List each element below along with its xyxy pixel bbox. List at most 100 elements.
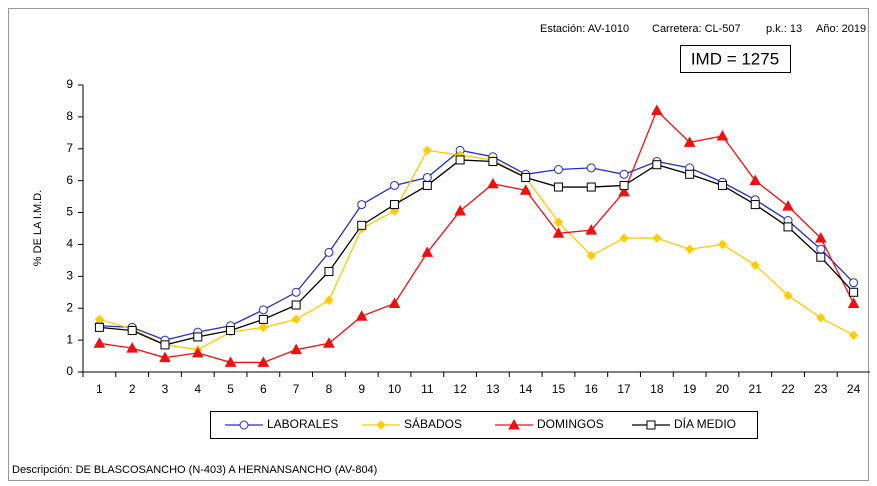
data-point xyxy=(224,356,237,367)
y-tick-label: 2 xyxy=(66,300,73,314)
data-point xyxy=(357,220,367,230)
data-point xyxy=(127,326,137,336)
x-tick-label: 11 xyxy=(421,382,434,396)
data-point xyxy=(519,184,532,195)
series-line xyxy=(99,149,855,341)
data-point xyxy=(94,314,105,325)
x-tick-label: 10 xyxy=(388,382,402,396)
data-point xyxy=(355,310,368,321)
data-point xyxy=(816,244,826,254)
data-point xyxy=(159,351,171,363)
legend-label: DOMINGOS xyxy=(537,417,604,431)
legend-label: LABORALES xyxy=(267,417,338,431)
data-point xyxy=(552,227,565,238)
y-tick-label: 5 xyxy=(66,205,73,219)
y-tick-label: 9 xyxy=(66,77,73,91)
x-tick-label: 8 xyxy=(326,382,333,396)
legend-marker xyxy=(508,418,520,430)
y-tick-label: 3 xyxy=(66,269,73,283)
data-point xyxy=(586,163,596,173)
data-point xyxy=(816,252,826,262)
data-point xyxy=(291,300,301,310)
legend-label: DÍA MEDIO xyxy=(674,416,736,431)
data-point xyxy=(586,250,596,261)
data-point xyxy=(324,267,334,277)
road: Carretera: CL-507 xyxy=(652,23,741,35)
legend-marker xyxy=(239,420,249,430)
data-point xyxy=(651,104,663,116)
data-point xyxy=(258,322,269,333)
data-point xyxy=(191,346,204,358)
x-tick-label: 12 xyxy=(453,382,467,396)
data-point xyxy=(749,174,762,186)
data-point xyxy=(390,200,400,210)
imd: IMD = 1275 xyxy=(691,49,779,68)
data-point xyxy=(388,297,401,308)
data-point xyxy=(357,200,367,210)
data-point xyxy=(291,287,301,297)
data-point xyxy=(422,172,432,182)
data-point xyxy=(193,332,203,342)
x-tick-label: 22 xyxy=(781,382,795,396)
pk: p.k.: 13 xyxy=(766,23,802,35)
description: Descripción: DE BLASCOSANCHO (N-403) A H… xyxy=(12,464,377,476)
data-point xyxy=(619,233,629,243)
y-tick-label: 0 xyxy=(66,364,73,378)
year: Año: 2019 xyxy=(816,23,866,35)
data-point xyxy=(257,356,270,367)
data-point xyxy=(618,185,630,197)
x-tick-label: 17 xyxy=(617,382,631,396)
data-point xyxy=(258,314,268,324)
x-tick-label: 4 xyxy=(194,382,201,396)
x-tick-label: 16 xyxy=(585,382,599,396)
data-point xyxy=(619,169,629,179)
x-tick-label: 6 xyxy=(260,382,267,396)
data-point xyxy=(585,224,598,235)
data-point xyxy=(814,232,827,243)
x-tick-label: 2 xyxy=(129,382,136,396)
data-point xyxy=(849,287,859,297)
data-point xyxy=(488,157,498,167)
x-tick-label: 23 xyxy=(814,382,828,396)
x-tick-label: 19 xyxy=(683,382,697,396)
data-point xyxy=(421,246,434,257)
data-point xyxy=(324,295,334,305)
data-point xyxy=(717,180,727,190)
data-point xyxy=(586,182,596,192)
x-tick-label: 21 xyxy=(749,382,763,396)
x-tick-label: 5 xyxy=(227,382,234,396)
x-tick-label: 14 xyxy=(519,382,533,396)
x-tick-label: 9 xyxy=(358,382,365,396)
data-point xyxy=(652,233,662,243)
x-tick-label: 24 xyxy=(847,382,861,396)
data-point xyxy=(652,160,662,170)
data-point xyxy=(160,340,170,350)
data-point xyxy=(716,129,729,141)
data-point xyxy=(94,322,104,332)
x-tick-label: 7 xyxy=(293,382,300,396)
data-point xyxy=(93,337,106,348)
data-point xyxy=(816,313,826,323)
data-point xyxy=(750,200,760,210)
data-point xyxy=(553,165,563,175)
data-point xyxy=(487,177,499,189)
y-tick-label: 8 xyxy=(66,109,73,123)
x-tick-label: 13 xyxy=(486,382,500,396)
data-point xyxy=(455,155,465,165)
y-axis-label: % DE LA I.M.D. xyxy=(32,190,44,266)
x-tick-label: 18 xyxy=(650,382,664,396)
data-point xyxy=(847,297,860,308)
legend-marker xyxy=(376,420,386,430)
x-tick-label: 3 xyxy=(162,382,169,396)
data-point xyxy=(683,136,696,147)
chart-frame xyxy=(8,8,869,481)
x-tick-label: 20 xyxy=(716,382,730,396)
data-point xyxy=(619,180,629,190)
imd-box xyxy=(680,45,791,73)
data-point xyxy=(226,326,236,336)
data-point xyxy=(422,180,432,190)
data-point xyxy=(684,244,695,254)
data-point xyxy=(323,337,335,348)
data-point xyxy=(783,290,793,301)
data-point xyxy=(750,260,760,270)
